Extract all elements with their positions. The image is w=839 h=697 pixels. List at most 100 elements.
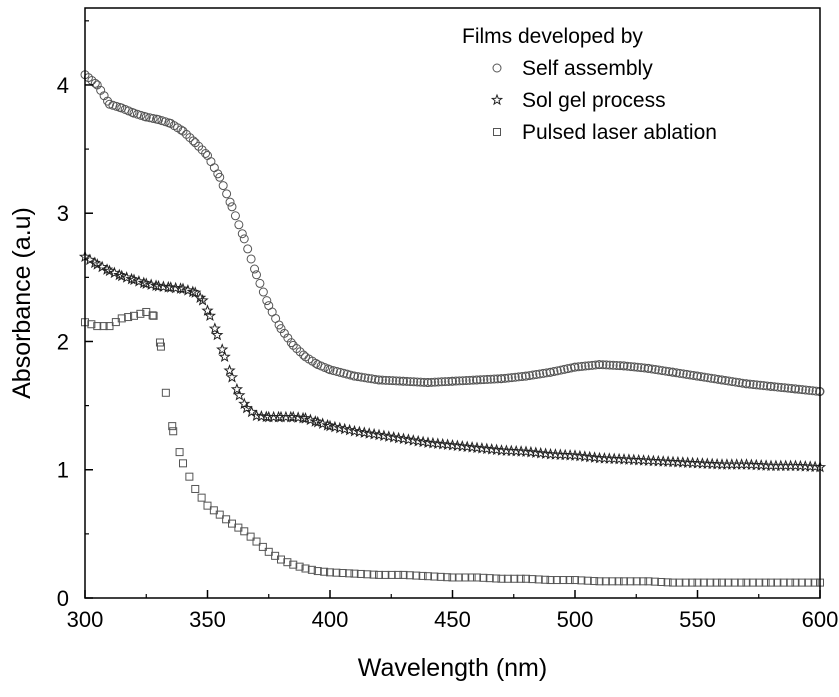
data-point: [762, 381, 772, 391]
data-point: [595, 360, 604, 370]
data-point: [157, 116, 167, 126]
data-point: [216, 343, 229, 355]
data-point: [91, 258, 104, 270]
series-star: [78, 250, 827, 473]
data-point: [706, 578, 715, 587]
data-point: [742, 578, 751, 587]
data-point: [356, 569, 365, 578]
data-point: [394, 570, 403, 579]
data-point: [234, 220, 244, 230]
data-point: [688, 578, 697, 587]
data-point: [283, 558, 292, 567]
x-tick-label: 550: [679, 607, 716, 632]
data-point: [675, 578, 684, 587]
legend: Films developed by Self assembly Sol gel …: [462, 25, 717, 144]
data-point: [521, 371, 531, 381]
data-point: [590, 577, 599, 586]
data-point: [510, 372, 520, 382]
data-point: [405, 377, 415, 387]
data-point: [295, 347, 305, 357]
data-point: [295, 562, 304, 571]
legend-label: Self assembly: [522, 57, 653, 80]
data-point: [222, 189, 232, 199]
data-point: [416, 377, 426, 387]
data-point: [486, 374, 496, 384]
data-point: [211, 328, 224, 341]
data-point: [258, 542, 267, 551]
data-point: [201, 148, 211, 158]
data-point: [500, 373, 510, 383]
data-point: [699, 578, 708, 587]
data-point: [194, 291, 207, 304]
y-axis-title: Absorbance (a.u): [8, 207, 36, 399]
data-point: [448, 573, 457, 582]
data-point: [437, 377, 447, 387]
data-point: [443, 573, 452, 582]
data-point: [720, 375, 730, 385]
data-point: [524, 371, 534, 381]
data-point: [299, 350, 309, 360]
data-point: [288, 340, 298, 350]
data-point: [384, 375, 394, 385]
data-point: [176, 125, 186, 135]
data-point: [703, 373, 713, 383]
data-point: [458, 376, 468, 386]
data-point: [467, 573, 476, 582]
data-point: [580, 361, 590, 371]
data-point: [325, 365, 335, 375]
x-axis-title: Wavelength (nm): [358, 654, 547, 682]
data-point: [769, 382, 779, 392]
data-point: [587, 360, 597, 370]
data-point: [693, 371, 702, 381]
data-point: [276, 324, 286, 334]
data-point: [252, 270, 261, 280]
data-point: [201, 304, 214, 316]
data-point: [136, 110, 146, 120]
data-point: [724, 376, 734, 386]
data-point: [388, 376, 398, 386]
data-point: [108, 100, 118, 110]
data-point: [717, 375, 727, 385]
data-point: [699, 372, 709, 382]
data-point: [363, 570, 372, 579]
data-point: [759, 381, 769, 391]
data-point: [307, 565, 316, 574]
data-point: [608, 360, 618, 370]
data-point: [115, 269, 128, 282]
data-point: [783, 383, 793, 393]
data-point: [620, 577, 628, 586]
data-point: [225, 370, 239, 383]
legend-label: Pulsed laser ablation: [522, 121, 717, 144]
data-point: [472, 375, 482, 385]
data-point: [810, 578, 819, 587]
data-point: [108, 266, 121, 279]
data-point: [779, 578, 788, 587]
data-point: [454, 376, 464, 386]
data-point: [671, 368, 681, 378]
series-square: [81, 307, 824, 587]
data-point: [218, 181, 228, 191]
data-point: [335, 367, 345, 377]
data-point: [246, 532, 255, 541]
data-point: [565, 576, 574, 585]
ticks-layer: 300 350 400 450 500 550 600 0 1 2 3 4: [57, 20, 838, 632]
data-point: [556, 365, 566, 375]
data-point: [237, 229, 247, 239]
data-point: [731, 377, 741, 387]
data-point: [176, 282, 190, 295]
data-point: [320, 567, 329, 576]
data-point: [440, 377, 450, 387]
data-point: [409, 377, 419, 387]
data-point: [120, 271, 133, 283]
data-point: [657, 366, 667, 376]
data-point: [531, 369, 541, 379]
data-point: [451, 376, 461, 386]
data-point: [240, 527, 249, 536]
data-point: [761, 578, 770, 587]
data-point: [87, 320, 96, 329]
data-point: [141, 112, 151, 122]
data-point: [369, 570, 378, 579]
data-point: [132, 109, 142, 119]
data-point: [503, 373, 513, 383]
data-point: [454, 573, 463, 582]
